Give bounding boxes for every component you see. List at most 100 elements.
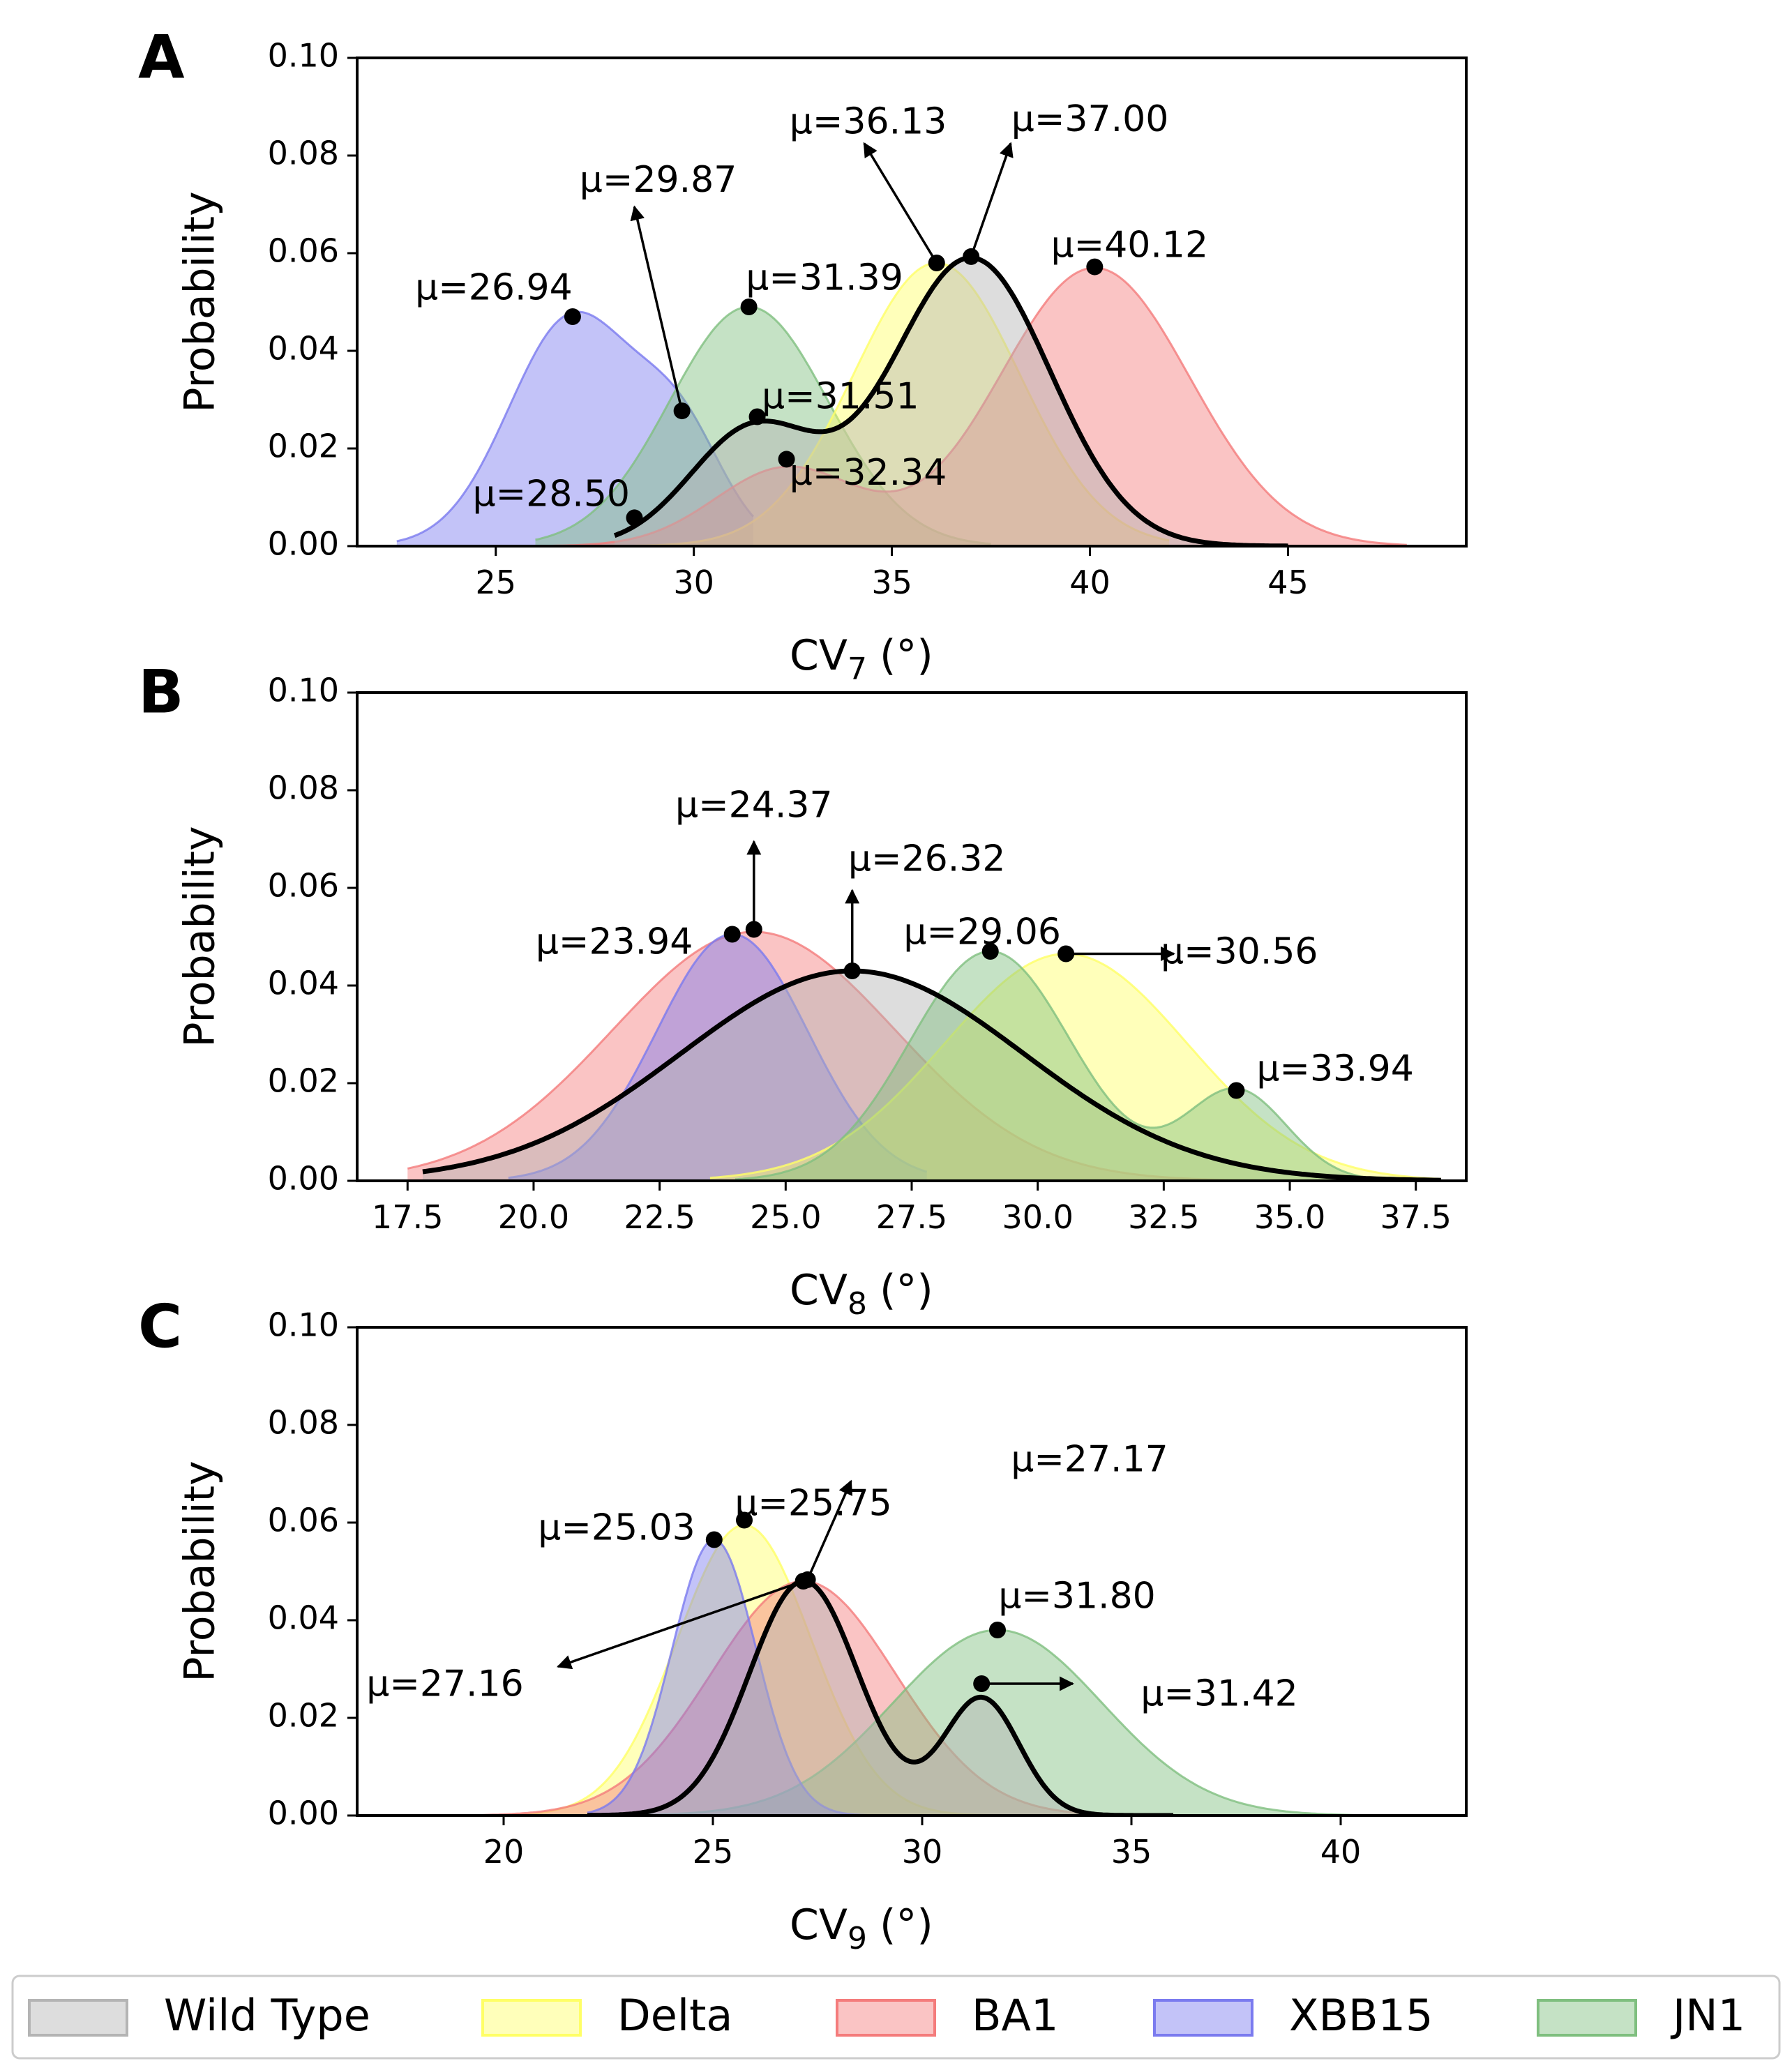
x-axis-label-subscript: 7 <box>848 651 867 687</box>
series-area-jn1 <box>735 951 1366 1181</box>
y-tick-label: 0.04 <box>268 330 339 368</box>
mean-annotation: μ=26.32 <box>843 838 1005 979</box>
y-tick-label: 0.08 <box>268 769 339 807</box>
mean-marker <box>778 451 795 468</box>
legend-item-jn1: JN1 <box>1537 1990 1745 2041</box>
x-axis-label-subscript: 8 <box>848 1286 867 1322</box>
x-tick-label: 45 <box>1267 564 1309 601</box>
x-tick-label: 32.5 <box>1128 1198 1199 1236</box>
x-axis-label-main: CV <box>790 1901 848 1949</box>
mean-label: μ=31.80 <box>998 1576 1156 1617</box>
series-area-ba1 <box>407 932 1290 1181</box>
series-edge-xbb15 <box>508 933 928 1179</box>
x-axis-label-main: CV <box>790 1266 848 1315</box>
annotation-arrow <box>557 1580 804 1670</box>
mean-annotation: μ=31.51 <box>748 376 919 425</box>
legend: Wild Type Delta BA1 XBB15 JN1 <box>11 1975 1781 2060</box>
series-area-ba1 <box>483 1581 1173 1816</box>
legend-item-delta: Delta <box>481 1990 732 2041</box>
legend-frame <box>11 1975 1781 2060</box>
mean-annotation: μ=28.50 <box>472 474 643 527</box>
series-edge-ba1 <box>535 266 1407 546</box>
x-tick-label: 35 <box>1111 1833 1152 1871</box>
mean-marker <box>799 1571 816 1588</box>
mean-annotation: μ=40.12 <box>1051 225 1208 276</box>
series-edge-xbb15 <box>587 1539 881 1816</box>
panel-A: A 0.00 0.02 0.04 0.06 0.08 0.10 25 30 35 40 45 Proba… <box>138 22 1468 687</box>
mean-annotation: μ=23.94 <box>536 921 741 963</box>
plot-area <box>396 255 1407 546</box>
mean-annotation: μ=26.94 <box>415 267 581 325</box>
x-tick-label: 30 <box>673 564 714 601</box>
mean-marker <box>740 299 758 315</box>
mean-label: μ=27.17 <box>1011 1439 1168 1481</box>
x-axis-label-unit: (°) <box>880 631 933 680</box>
x-tick-label: 40 <box>1320 1833 1362 1871</box>
series-area-xbb15 <box>396 312 753 546</box>
y-tick-label: 0.00 <box>268 1795 339 1832</box>
mean-annotation: μ=24.37 <box>675 785 833 938</box>
series-area-delta <box>615 263 1170 546</box>
y-tick-label: 0.04 <box>268 1599 339 1637</box>
mean-marker <box>963 248 980 265</box>
mean-label: μ=31.39 <box>746 257 903 299</box>
series-line-wild-type <box>587 1578 1174 1816</box>
mean-annotation: μ=37.00 <box>963 98 1168 265</box>
mean-label: μ=29.06 <box>903 912 1061 953</box>
mean-marker <box>745 921 762 938</box>
x-axis-label-unit: (°) <box>880 1901 933 1949</box>
y-axis-label: Probability <box>176 1461 225 1682</box>
mean-label: μ=28.50 <box>472 474 630 515</box>
x-tick-label: 30.0 <box>1002 1198 1073 1236</box>
mean-marker <box>564 308 581 325</box>
y-tick-label: 0.06 <box>268 232 339 270</box>
mean-annotation: μ=31.80 <box>989 1576 1156 1638</box>
legend-label: Delta <box>617 1990 732 2041</box>
x-tick-label: 25 <box>693 1833 734 1871</box>
x-tick-label: 27.5 <box>876 1198 947 1236</box>
x-axis-label: CV8 (°) <box>790 1266 933 1322</box>
y-tick-label: 0.10 <box>268 37 339 75</box>
mean-annotation: μ=27.17 <box>799 1439 1168 1588</box>
y-tick-label: 0.00 <box>268 525 339 563</box>
mean-annotation: μ=29.87 <box>580 159 737 420</box>
series-edge-delta <box>483 1523 1048 1816</box>
series-line-wild-type <box>613 255 1288 546</box>
mean-label: μ=33.94 <box>1256 1048 1414 1090</box>
series-edge-ba1 <box>407 930 1290 1181</box>
mean-marker <box>723 926 741 943</box>
panel-letter: B <box>138 657 184 727</box>
legend-swatch <box>1537 1999 1637 2037</box>
x-tick-label: 37.5 <box>1380 1198 1452 1236</box>
mean-annotation: μ=31.42 <box>973 1673 1298 1715</box>
legend-item-xbb15: XBB15 <box>1153 1990 1433 2041</box>
mean-marker <box>989 1622 1006 1638</box>
series-area-delta <box>483 1525 1048 1816</box>
x-axis-label: CV7 (°) <box>790 631 933 687</box>
plot-area <box>407 930 1441 1181</box>
mean-marker <box>748 408 766 425</box>
mean-marker <box>1057 945 1075 963</box>
x-tick-label: 25 <box>475 564 516 601</box>
legend-swatch <box>836 1999 936 2037</box>
x-tick-label: 20 <box>483 1833 525 1871</box>
mean-label: μ=30.56 <box>1161 931 1318 973</box>
x-tick-label: 20.0 <box>498 1198 569 1236</box>
mean-marker <box>973 1675 991 1692</box>
y-tick-label: 0.10 <box>268 672 339 709</box>
y-tick-label: 0.02 <box>268 428 339 465</box>
series-area-xbb15 <box>508 934 927 1181</box>
mean-annotation: μ=30.56 <box>1057 931 1318 973</box>
mean-annotation: μ=32.34 <box>778 451 947 494</box>
mean-annotation: μ=31.39 <box>740 257 903 315</box>
plot-area <box>482 1523 1424 1816</box>
mean-annotation: μ=27.16 <box>366 1573 812 1705</box>
x-tick-label: 30 <box>902 1833 943 1871</box>
series-area-xbb15 <box>587 1539 880 1816</box>
panel-B: B 0.00 0.02 0.04 0.06 0.08 0.10 17.5 20.0 22.5 25.… <box>138 657 1468 1322</box>
series-edge-jn1 <box>535 305 991 545</box>
mean-annotation: μ=33.94 <box>1228 1048 1414 1099</box>
series-edge-ba1 <box>482 1580 1173 1816</box>
mean-label: μ=37.00 <box>1011 98 1169 140</box>
